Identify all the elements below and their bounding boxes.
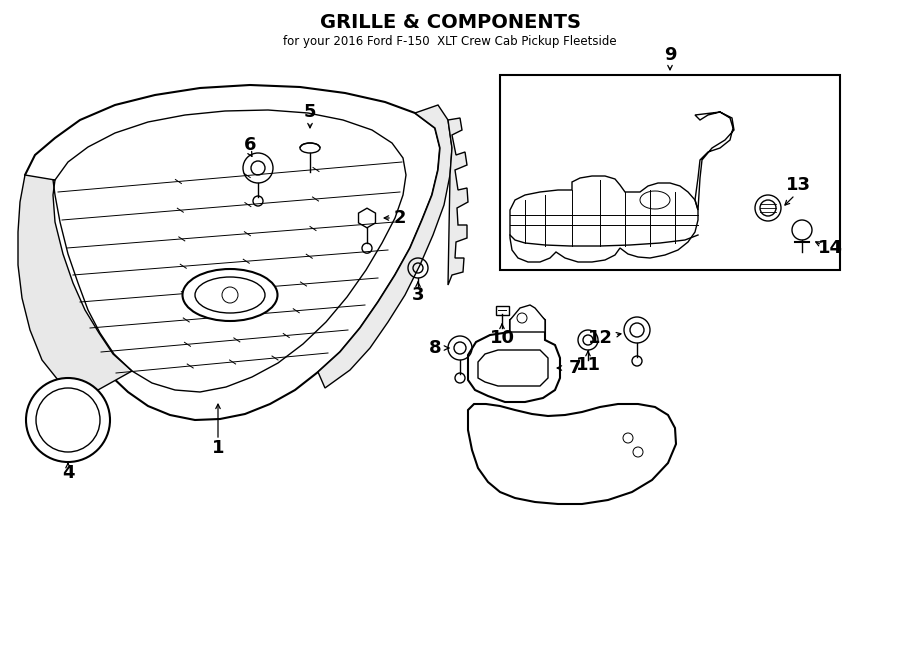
Text: for your 2016 Ford F-150  XLT Crew Cab Pickup Fleetside: for your 2016 Ford F-150 XLT Crew Cab Pi… xyxy=(284,36,616,48)
Polygon shape xyxy=(510,305,545,332)
Text: 8: 8 xyxy=(428,339,441,357)
Text: 1: 1 xyxy=(212,439,224,457)
Text: 5: 5 xyxy=(304,103,316,121)
Text: 10: 10 xyxy=(490,329,515,347)
Bar xyxy=(500,75,840,270)
Text: 13: 13 xyxy=(786,176,811,194)
Bar xyxy=(496,306,509,315)
Polygon shape xyxy=(25,85,440,420)
Text: 9: 9 xyxy=(664,46,676,64)
Polygon shape xyxy=(468,404,676,504)
Circle shape xyxy=(26,378,110,462)
Polygon shape xyxy=(448,118,468,285)
Text: 7: 7 xyxy=(569,359,581,377)
Polygon shape xyxy=(18,175,132,400)
Text: 4: 4 xyxy=(62,464,74,482)
Ellipse shape xyxy=(183,269,277,321)
Text: GRILLE & COMPONENTS: GRILLE & COMPONENTS xyxy=(320,13,580,32)
Polygon shape xyxy=(468,312,560,402)
Text: 2: 2 xyxy=(394,209,406,227)
Text: 11: 11 xyxy=(575,356,600,374)
Text: 14: 14 xyxy=(817,239,842,257)
Polygon shape xyxy=(318,105,452,388)
Text: 3: 3 xyxy=(412,286,424,304)
Text: 6: 6 xyxy=(244,136,256,154)
Text: 12: 12 xyxy=(588,329,613,347)
